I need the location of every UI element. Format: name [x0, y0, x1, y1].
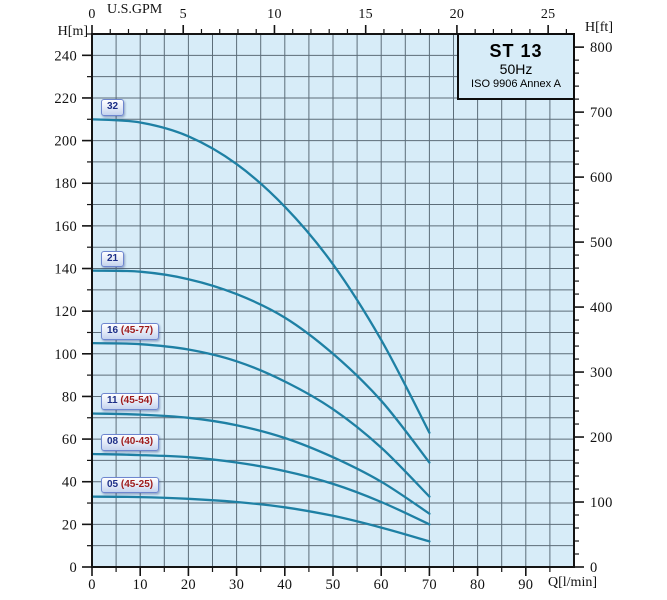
pump-model-title: ST 13 [489, 40, 543, 61]
right-axis-tick-label: 0 [590, 560, 598, 576]
bottom-axis-unit-label: Q[l/min] [548, 575, 597, 590]
top-axis-unit-label: U.S.GPM [107, 2, 163, 17]
right-axis-tick-label: 300 [590, 365, 613, 381]
curve-16 [90, 341, 431, 498]
curve-stage-number: 08 [107, 436, 119, 447]
bottom-axis-tick-label: 0 [88, 577, 96, 593]
left-axis-tick-label: 180 [54, 176, 77, 192]
curve-stage-number: 16 [107, 325, 119, 337]
curve-label-suffix: (40-43) [118, 436, 154, 447]
curve-stage-number: 21 [107, 252, 119, 264]
bottom-axis-tick-label: 60 [374, 577, 389, 593]
left-axis-tick-label: 120 [54, 304, 77, 320]
top-axis-tick-label: 5 [180, 7, 187, 22]
curve-08 [90, 452, 431, 526]
bottom-axis-tick-label: 90 [518, 577, 533, 593]
left-axis-tick-label: 240 [54, 48, 77, 64]
right-axis-tick-label: 400 [590, 300, 613, 316]
bottom-axis-tick-label: 40 [277, 577, 292, 593]
right-axis-tick-label: 200 [590, 430, 613, 446]
left-axis-tick-label: 80 [62, 389, 77, 405]
left-axis-tick-label: 20 [62, 517, 77, 533]
bottom-axis-tick-label: 30 [229, 577, 244, 593]
curve-label-suffix: (45-25) [118, 478, 154, 490]
frequency-label: 50Hz [499, 60, 533, 77]
curve-label-08: 08 (40-43) [101, 434, 160, 451]
curve-21 [90, 269, 431, 464]
top-axis-tick-label: 25 [541, 7, 556, 22]
top-axis-tick-label: 0 [88, 7, 95, 22]
left-axis-tick-label: 220 [54, 91, 77, 107]
right-axis-tick-label: 600 [590, 170, 613, 186]
left-axis-unit-label: H[m] [57, 24, 88, 39]
bottom-axis-tick-label: 80 [470, 577, 485, 593]
chart-title-box: ST 13 50Hz ISO 9906 Annex A [457, 33, 575, 100]
top-axis-tick-label: 20 [450, 7, 465, 22]
curve-label-32: 32 [101, 99, 125, 116]
curve-label-11: 11 (45-54) [101, 393, 159, 410]
curve-label-suffix: (45-54) [117, 395, 153, 407]
top-axis-tick-label: 15 [358, 7, 373, 22]
right-axis-unit-label: H[ft] [585, 20, 613, 35]
bottom-axis-tick-label: 10 [133, 577, 148, 593]
left-axis-tick-label: 140 [54, 262, 77, 278]
curve-stage-number: 11 [107, 395, 118, 407]
curve-stage-number: 05 [107, 478, 119, 490]
curve-32 [90, 118, 431, 434]
curve-label-05: 05 (45-25) [101, 476, 160, 494]
bottom-axis-tick-label: 50 [325, 577, 340, 593]
left-axis-tick-label: 0 [69, 560, 77, 576]
bottom-axis-tick-label: 20 [181, 577, 196, 593]
left-axis-tick-label: 40 [62, 475, 77, 491]
left-axis-tick-label: 100 [54, 347, 77, 363]
standard-label: ISO 9906 Annex A [471, 77, 561, 90]
curve-label-suffix: (45-77) [118, 325, 154, 337]
curve-stage-number: 32 [107, 101, 119, 113]
curve-label-16: 16 (45-77) [101, 323, 160, 340]
left-axis-tick-label: 60 [62, 432, 77, 448]
right-axis-tick-label: 700 [590, 105, 613, 121]
bottom-axis-tick-label: 70 [422, 577, 437, 593]
left-axis-tick-label: 200 [54, 134, 77, 150]
top-axis-tick-label: 10 [267, 7, 282, 22]
left-axis-tick-label: 160 [54, 219, 77, 235]
right-axis-tick-label: 500 [590, 235, 613, 251]
right-axis-tick-label: 800 [590, 40, 613, 56]
curve-label-21: 21 [101, 250, 125, 268]
right-axis-tick-label: 100 [590, 495, 613, 511]
curve-11 [90, 412, 431, 515]
curve-05 [90, 495, 431, 543]
